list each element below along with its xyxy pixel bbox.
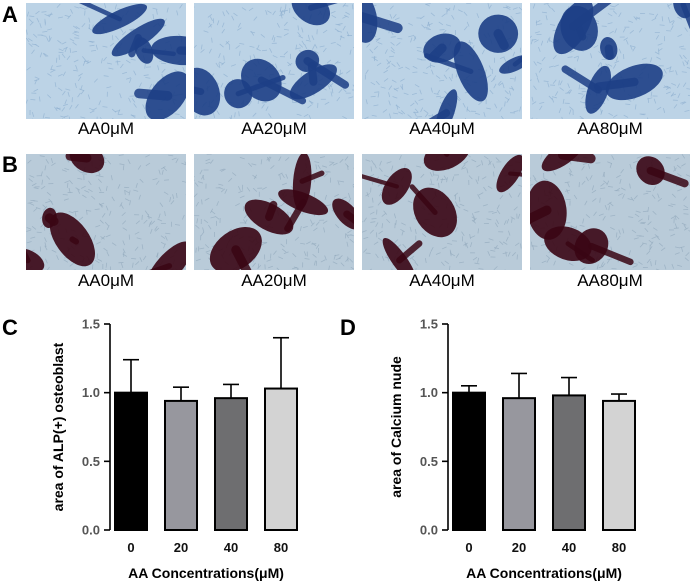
panel-a-letter: A [2, 2, 18, 27]
micrograph-label-a-3: AA80μM [577, 119, 643, 138]
bar-80 [264, 387, 298, 532]
y-tick-label: 1.5 [82, 317, 100, 332]
x-axis-label: AA Concentrations(μM) [128, 565, 284, 581]
micrograph-b-1 [194, 154, 354, 270]
micrograph-label-b-2: AA40μM [409, 271, 475, 290]
micrograph-b-3 [530, 154, 690, 270]
x-tick-label: 80 [274, 540, 288, 555]
y-tick-label: 0.5 [82, 454, 100, 469]
calcium-nodule-bar-chart: 0.0 0.5 1.0 1.5 area of Calcium nude 0 20 40 80 A… [338, 310, 684, 585]
panel-c-letter: C [2, 315, 18, 340]
y-axis-label: area of Calcium nude [388, 356, 404, 498]
bar-20 [164, 399, 198, 532]
micrograph-b-0 [26, 154, 186, 270]
y-axis-label: area of ALP(+) osteoblast [50, 342, 66, 511]
y-tick-label: 1.0 [82, 385, 100, 400]
micrograph-label-a-1: AA20μM [241, 119, 307, 138]
micrograph-a-0 [26, 3, 186, 119]
bar-0 [114, 391, 148, 531]
y-tick-label: 0.0 [420, 523, 438, 538]
micrograph-a-2 [362, 3, 522, 119]
x-axis-label: AA Concentrations(μM) [466, 565, 622, 581]
panel-d-letter: D [340, 315, 356, 340]
micrograph-label-a-0: AA0μM [77, 119, 135, 138]
x-tick-label: 40 [562, 540, 576, 555]
bar-0 [452, 391, 486, 531]
x-tick-label: 20 [174, 540, 188, 555]
y-tick-label: 1.0 [420, 385, 438, 400]
y-tick-label: 0.5 [420, 454, 438, 469]
alp-area-bar-chart: 0.0 0.5 1.0 1.5 area of ALP(+) osteoblast 0 20… [0, 310, 346, 585]
bar-80 [602, 399, 636, 532]
x-tick-label: 0 [127, 540, 134, 555]
x-tick-label: 0 [465, 540, 472, 555]
chart-svg: 0.0 0.5 1.0 1.5 area of Calcium nude 0 20 40 80 A… [388, 317, 636, 581]
micrograph-a-1 [194, 3, 354, 119]
bar-40 [552, 394, 586, 531]
micrograph-b-2 [362, 154, 522, 270]
x-tick-label: 40 [224, 540, 238, 555]
panel-b-letter: B [2, 152, 18, 177]
x-tick-label: 80 [612, 540, 626, 555]
micrograph-label-b-1: AA20μM [241, 271, 307, 290]
bar-40 [214, 397, 248, 531]
x-tick-label: 20 [512, 540, 526, 555]
bar-20 [502, 397, 536, 531]
micrograph-label-a-2: AA40μM [409, 119, 475, 138]
micrograph-a-3 [530, 3, 690, 119]
y-tick-label: 1.5 [420, 317, 438, 332]
y-tick-label: 0.0 [82, 523, 100, 538]
micrograph-label-b-3: AA80μM [577, 271, 643, 290]
micrograph-label-b-0: AA0μM [77, 271, 135, 290]
chart-svg: 0.0 0.5 1.0 1.5 area of ALP(+) osteoblast 0 20… [50, 317, 298, 581]
